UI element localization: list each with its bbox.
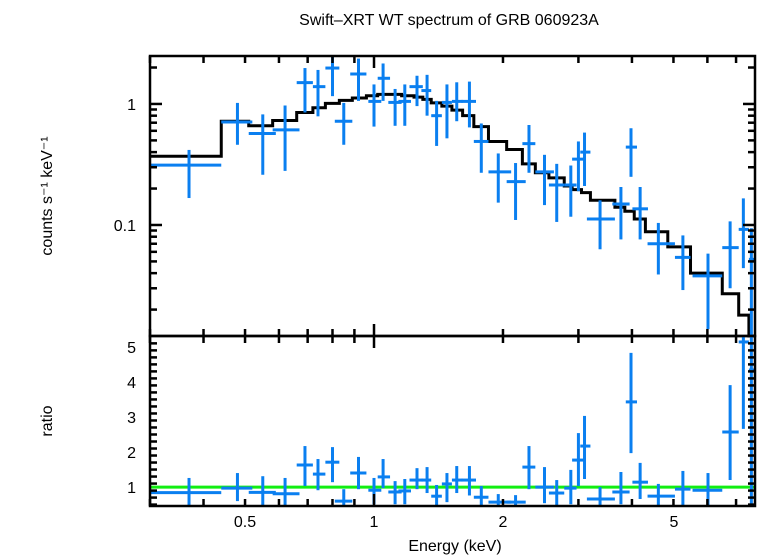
- data-point: [506, 495, 526, 506]
- data-point: [431, 100, 442, 146]
- data-point: [377, 63, 391, 101]
- data-point: [612, 472, 630, 505]
- data-point: [451, 466, 463, 494]
- data-point: [312, 69, 326, 117]
- data-point: [350, 58, 367, 101]
- ratio-tick-label-3: 3: [127, 410, 136, 427]
- spectrum-panel-frame: [148, 54, 757, 338]
- data-point: [272, 105, 300, 171]
- data-point: [398, 479, 412, 505]
- data-point: [398, 84, 412, 126]
- data-point: [674, 235, 691, 291]
- data-point: [350, 456, 367, 490]
- x-axis-label: Energy (keV): [408, 538, 501, 555]
- ratio-tick-label-2: 2: [127, 445, 136, 462]
- spectrum-data-points: [150, 56, 755, 336]
- data-point: [738, 198, 749, 269]
- data-point: [377, 459, 391, 489]
- y-tick-label-0.1: 0.1: [114, 218, 136, 235]
- data-point: [535, 154, 554, 206]
- y-axis-label-ratio: ratio: [39, 405, 56, 436]
- data-point: [431, 484, 442, 506]
- y-axis-label-counts: counts s⁻¹ keV⁻¹: [39, 136, 56, 255]
- data-point: [248, 476, 276, 506]
- ratio-tick-label-5: 5: [127, 340, 136, 357]
- data-point: [421, 467, 432, 494]
- data-point: [586, 487, 615, 506]
- data-point: [473, 486, 489, 506]
- data-point: [296, 446, 313, 487]
- model-step-line: [150, 92, 755, 338]
- data-point: [522, 446, 536, 490]
- chart-title: Swift–XRT WT spectrum of GRB 060923A: [299, 12, 599, 29]
- data-point: [612, 186, 630, 240]
- data-point: [421, 74, 432, 116]
- data-point: [738, 336, 749, 429]
- data-point: [548, 480, 565, 506]
- ratio-data-points: [150, 336, 755, 506]
- data-point: [248, 114, 276, 175]
- model-curve: [150, 92, 755, 338]
- data-point: [572, 433, 586, 487]
- data-point: [150, 149, 222, 199]
- data-point: [564, 165, 577, 217]
- data-point: [388, 481, 402, 505]
- data-point: [296, 68, 313, 113]
- data-point: [506, 163, 526, 220]
- data-point: [334, 489, 353, 506]
- data-point: [674, 470, 691, 506]
- x-tick-label-1: 1: [370, 514, 379, 531]
- data-point: [441, 473, 452, 503]
- data-point: [548, 163, 565, 222]
- ratio-axis-ticks: [148, 336, 755, 506]
- spectrum-panel: 1 0.1 counts s⁻¹ keV⁻¹: [39, 54, 757, 338]
- data-point: [150, 477, 222, 506]
- data-point: [451, 82, 463, 122]
- data-point: [325, 447, 340, 483]
- data-point: [722, 221, 739, 289]
- data-point: [461, 81, 476, 128]
- data-point: [473, 123, 489, 173]
- data-point: [722, 385, 739, 481]
- data-point: [692, 253, 723, 330]
- data-point: [409, 75, 423, 107]
- data-point: [312, 459, 326, 491]
- data-point: [461, 466, 476, 496]
- data-point: [586, 200, 615, 250]
- ratio-tick-label-4: 4: [127, 375, 136, 392]
- data-point: [522, 125, 536, 173]
- data-point: [409, 468, 423, 490]
- x-tick-label-5: 5: [670, 514, 679, 531]
- data-point: [221, 102, 253, 145]
- data-point: [441, 84, 452, 139]
- y-tick-label-1: 1: [127, 97, 136, 114]
- data-point: [535, 467, 554, 504]
- data-point: [572, 141, 586, 192]
- data-point: [632, 186, 648, 240]
- data-point: [368, 84, 382, 127]
- data-point: [488, 494, 512, 506]
- data-point: [580, 415, 591, 480]
- data-point: [564, 469, 577, 505]
- data-point: [625, 352, 637, 454]
- data-point: [625, 128, 637, 177]
- data-point: [272, 477, 300, 506]
- data-point: [580, 132, 591, 186]
- data-point: [647, 222, 675, 275]
- data-point: [334, 102, 353, 145]
- spectrum-axis-ticks: [148, 56, 755, 336]
- data-point: [221, 473, 253, 502]
- x-tick-label-2: 2: [499, 514, 508, 531]
- data-point: [632, 462, 648, 499]
- data-point: [647, 483, 675, 506]
- ratio-panel: 1 2 3 4 5 ratio 0.5 1 2 5 Energy (keV): [39, 334, 757, 555]
- data-point: [488, 153, 512, 203]
- x-tick-label-0.5: 0.5: [234, 514, 256, 531]
- ratio-tick-label-1: 1: [127, 480, 136, 497]
